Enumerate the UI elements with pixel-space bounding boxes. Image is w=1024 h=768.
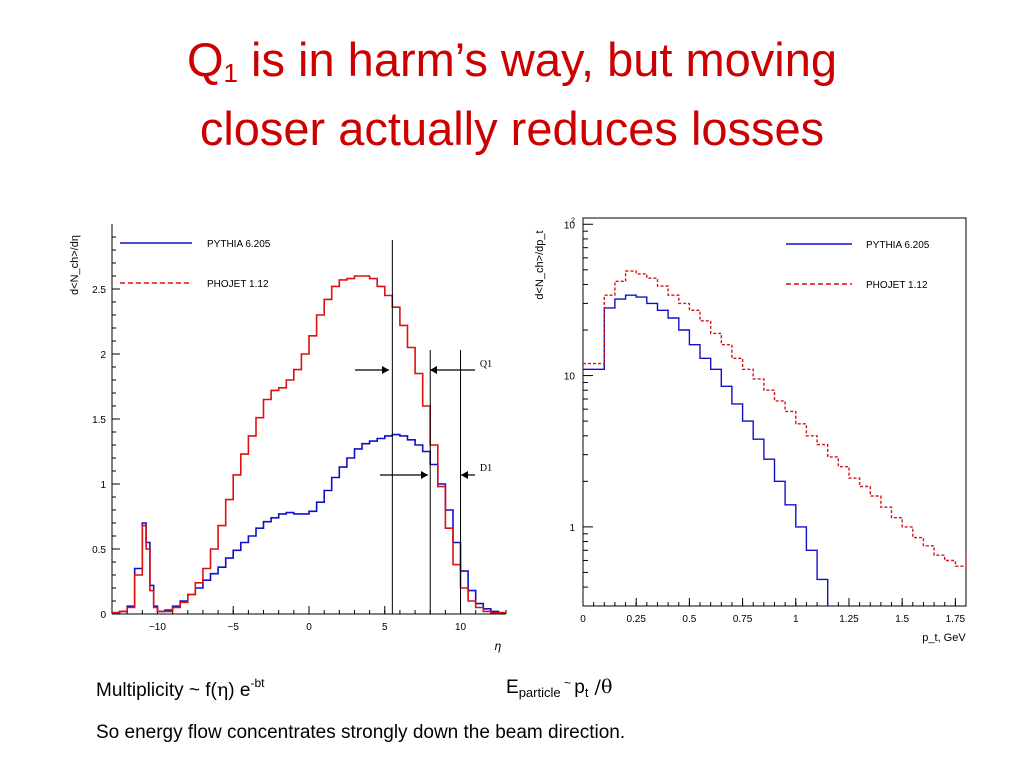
cap-mult-eta: η [216, 679, 229, 701]
caption-energy-flow: So energy flow concentrates strongly dow… [96, 722, 626, 743]
y-tick-sup: 2 [571, 217, 575, 224]
x-tick-label: 1 [793, 614, 799, 625]
d1-arrow-left-head [421, 471, 428, 479]
x-axis-label: p_t, GeV [922, 632, 966, 644]
x-tick-label: −10 [149, 622, 166, 633]
series-PYTHIA 6.205 [583, 294, 829, 606]
cap-e-tilde: ~ [560, 676, 575, 690]
title-line-2: closer actually reduces losses [199, 102, 825, 155]
caption-multiplicity: Multiplicity ~ f(η) e-bt [96, 676, 264, 702]
caption-particle-energy: Eparticle ~ pt /θ [506, 676, 612, 700]
cap-e: E [506, 677, 519, 698]
title-line-1-text: is in harm’s way, but moving [237, 33, 838, 86]
cap-p-sub: t [584, 685, 589, 700]
cap-mult-sup: -bt [250, 676, 265, 690]
d1-label: D1 [480, 463, 492, 474]
x-tick-label: 0.75 [733, 614, 753, 625]
x-tick-label: 5 [382, 622, 388, 633]
eta-chart-series [112, 275, 506, 614]
series-PHOJET 1.12 [112, 275, 506, 614]
title-line-1: Q1 is in harm’s way, but moving [0, 32, 1024, 101]
series-PHOJET 1.12 [583, 270, 967, 567]
y-tick-label: 1.5 [92, 415, 106, 426]
legend-pythia-label: PYTHIA 6.205 [207, 239, 271, 250]
slide-title: Q1 is in harm’s way, but moving closer a… [0, 32, 1024, 157]
q1-arrow-right-head [430, 366, 437, 374]
x-axis-label: η [495, 639, 502, 653]
legend-pythia-label: PYTHIA 6.205 [866, 240, 930, 251]
legend-phojet-label: PHOJET 1.12 [207, 279, 269, 290]
eta-chart-legend: PYTHIA 6.205 PHOJET 1.12 [120, 239, 271, 290]
x-tick-label: 1.5 [895, 614, 909, 625]
cap-e-sub: particle [518, 685, 561, 700]
right-frame [582, 217, 967, 607]
x-tick-label: 0 [580, 614, 586, 625]
x-tick-label: 0.25 [626, 614, 646, 625]
y-tick-label: 10 [564, 372, 576, 383]
y-tick-label: 10 [564, 220, 576, 231]
y-tick-label: 2.5 [92, 285, 106, 296]
y-tick-label: 1 [100, 480, 106, 491]
pt-chart-legend: PYTHIA 6.205 PHOJET 1.12 [786, 240, 930, 291]
y-tick-label: 0.5 [92, 545, 106, 556]
y-tick-label: 2 [100, 350, 106, 361]
y-axis-label: d<N_ch>/dp_t [534, 230, 546, 299]
x-tick-label: 0.5 [682, 614, 696, 625]
x-tick-label: 0 [306, 622, 312, 633]
title-sub: 1 [223, 58, 238, 88]
x-tick-label: 1.25 [839, 614, 859, 625]
q1-label: Q1 [480, 359, 492, 370]
title-q: Q [186, 33, 224, 86]
q1-arrow-left-head [382, 366, 389, 374]
y-axis-label: d<N_ch>/dη [69, 235, 81, 295]
x-tick-label: 1.75 [946, 614, 966, 625]
y-tick-label: 0 [100, 610, 106, 621]
cap-theta: /θ [588, 676, 613, 698]
d1-arrow-right-head [461, 471, 468, 479]
cap-p: p [574, 677, 585, 698]
x-tick-label: −5 [228, 622, 240, 633]
legend-phojet-label: PHOJET 1.12 [866, 280, 928, 291]
x-tick-label: 10 [455, 622, 467, 633]
pt-chart-series [583, 270, 967, 606]
cap-mult-post: ) e [228, 680, 251, 701]
eta-chart-annotations: Q1 D1 [355, 240, 492, 614]
cap-mult-pre: Multiplicity ~ f( [96, 680, 217, 701]
y-tick-label: 1 [569, 523, 575, 534]
